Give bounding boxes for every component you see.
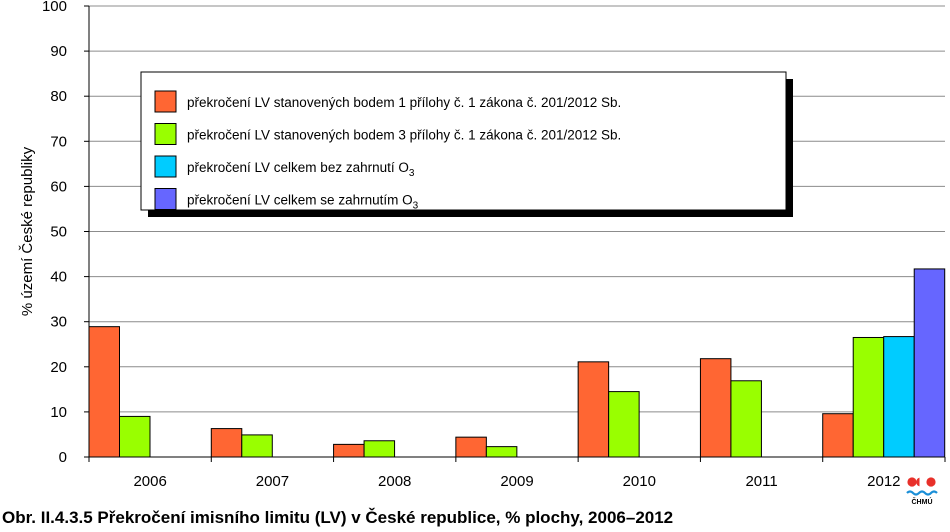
y-tick-label: 50 bbox=[50, 224, 67, 241]
y-tick-label: 10 bbox=[50, 404, 67, 421]
legend-label-3: překročení LV celkem bez zahrnutí O3 bbox=[187, 160, 415, 179]
legend-swatch-2 bbox=[154, 123, 177, 145]
logo-red-dot-right bbox=[926, 477, 936, 487]
legend-swatch-1 bbox=[154, 90, 177, 113]
bar-2010-series-1 bbox=[577, 361, 610, 458]
logo-text: ČHMÚ bbox=[912, 497, 933, 506]
bar-2009-series-2 bbox=[485, 446, 518, 458]
y-tick-label: 80 bbox=[50, 88, 67, 105]
bar-2011-series-2 bbox=[730, 380, 762, 458]
bar-2006-series-2 bbox=[119, 415, 151, 458]
logo-red-dot-left bbox=[907, 477, 917, 487]
legend-label-2: překročení LV stanovených bodem 3 příloh… bbox=[187, 128, 621, 143]
bar-2008-series-1 bbox=[333, 443, 365, 458]
figure-caption: Obr. II.4.3.5 Překročení imisního limitu… bbox=[2, 508, 674, 527]
chmu-logo: ČHMÚ bbox=[906, 477, 938, 506]
legend-swatch-3 bbox=[154, 155, 177, 178]
legend-swatch-4 bbox=[154, 188, 177, 210]
bar-2007-series-1 bbox=[210, 428, 243, 458]
logo-half-dot bbox=[916, 477, 920, 487]
y-tick-label: 20 bbox=[50, 359, 67, 376]
y-tick-label: 0 bbox=[59, 449, 67, 466]
x-tick-label: 2007 bbox=[256, 473, 289, 490]
x-tick-label: 2006 bbox=[133, 473, 166, 490]
legend-box bbox=[140, 71, 787, 211]
y-tick-label: 90 bbox=[50, 43, 67, 60]
bar-2012-series-2 bbox=[852, 336, 885, 458]
bar-2012-series-4 bbox=[913, 268, 946, 458]
bar-2007-series-2 bbox=[241, 434, 273, 458]
bar-2012-series-3 bbox=[883, 336, 915, 458]
bar-2009-series-1 bbox=[455, 436, 487, 458]
x-tick-label: 2010 bbox=[623, 473, 656, 490]
y-axis-title: % území České republiky bbox=[19, 146, 36, 316]
y-tick-label: 60 bbox=[50, 178, 67, 195]
x-tick-label: 2012 bbox=[867, 473, 900, 490]
y-tick-label: 40 bbox=[50, 269, 67, 286]
legend-subscript: 3 bbox=[409, 168, 415, 179]
bar-2010-series-2 bbox=[608, 391, 640, 458]
bar-2006-series-1 bbox=[88, 326, 120, 458]
legend-label-1: překročení LV stanovených bodem 1 příloh… bbox=[187, 95, 621, 110]
y-tick-label: 30 bbox=[50, 314, 67, 331]
x-tick-label: 2008 bbox=[378, 473, 411, 490]
logo-wave-icon bbox=[906, 490, 938, 496]
bar-2011-series-1 bbox=[699, 358, 732, 458]
bar-2008-series-2 bbox=[363, 440, 396, 458]
y-tick-label: 100 bbox=[42, 0, 67, 15]
legend-label-4: překročení LV celkem se zahrnutím O3 bbox=[187, 193, 419, 212]
bar-2012-series-1 bbox=[822, 413, 854, 458]
legend-subscript: 3 bbox=[413, 201, 419, 212]
y-tick-label: 70 bbox=[50, 133, 67, 150]
x-tick-label: 2011 bbox=[745, 473, 777, 490]
x-tick-label: 2009 bbox=[500, 473, 533, 490]
